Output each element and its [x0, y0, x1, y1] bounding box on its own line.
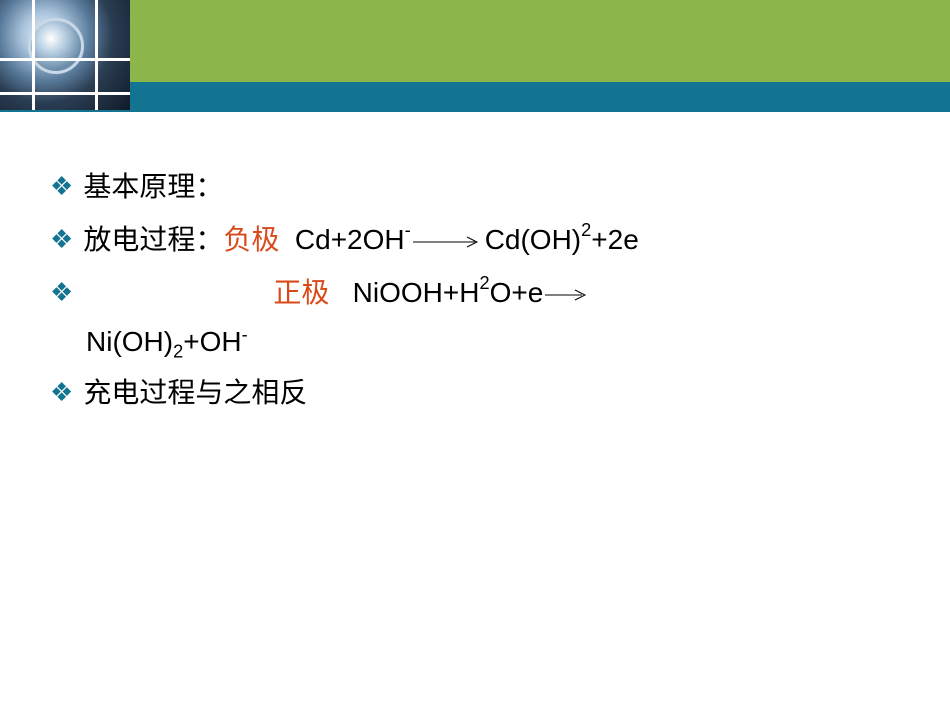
bullet-icon: ❖ [50, 162, 73, 211]
slide-content: ❖ 基本原理： ❖ 放电过程： 负极 Cd+2OH- Cd(OH)2+2e ❖ … [50, 160, 910, 419]
grid-line [0, 92, 130, 95]
eq3-rhs-b: +OH [183, 326, 241, 357]
eq3-lhs-a: NiOOH+H [353, 266, 480, 319]
bullet-icon: ❖ [50, 268, 73, 317]
spacer [279, 213, 295, 266]
bullet-line-2: ❖ 放电过程： 负极 Cd+2OH- Cd(OH)2+2e [50, 213, 910, 266]
negative-electrode-label: 负极 [223, 213, 279, 266]
eq3-rhs-sub: 2 [173, 341, 183, 361]
eq3-rhs-a: Ni(OH) [86, 326, 173, 357]
spacer [329, 266, 352, 319]
bullet-icon: ❖ [50, 215, 73, 264]
reaction-arrow-icon [545, 266, 590, 319]
eq3-lhs-sub: 2 [479, 266, 489, 301]
header-green-bar [0, 0, 950, 82]
bullet-line-1: ❖ 基本原理： [50, 160, 910, 213]
line1-text: 基本原理： [83, 160, 223, 213]
line4-text: 充电过程与之相反 [83, 366, 307, 419]
grid-line [0, 58, 130, 61]
line2-prefix: 放电过程： [83, 213, 223, 266]
eq3-lhs-b: O+e [490, 266, 544, 319]
eq2-rhs-b: +2e [591, 213, 639, 266]
bullet-icon: ❖ [50, 368, 73, 417]
eq2-lhs: Cd+2OH [295, 213, 405, 266]
bullet-line-3: ❖ 正极 NiOOH+H2O+e [50, 266, 910, 319]
line3-continuation: Ni(OH)2+OH- [86, 320, 910, 367]
eq2-rhs-sub: 2 [581, 213, 591, 248]
positive-electrode-label: 正极 [273, 266, 329, 319]
eq3-rhs-sup: - [242, 324, 248, 344]
reaction-arrow-icon [413, 213, 483, 266]
header-teal-bar [0, 82, 950, 112]
eq2-rhs-a: Cd(OH) [485, 213, 581, 266]
eq2-lhs-sup: - [405, 213, 411, 248]
bullet-line-4: ❖ 充电过程与之相反 [50, 366, 910, 419]
